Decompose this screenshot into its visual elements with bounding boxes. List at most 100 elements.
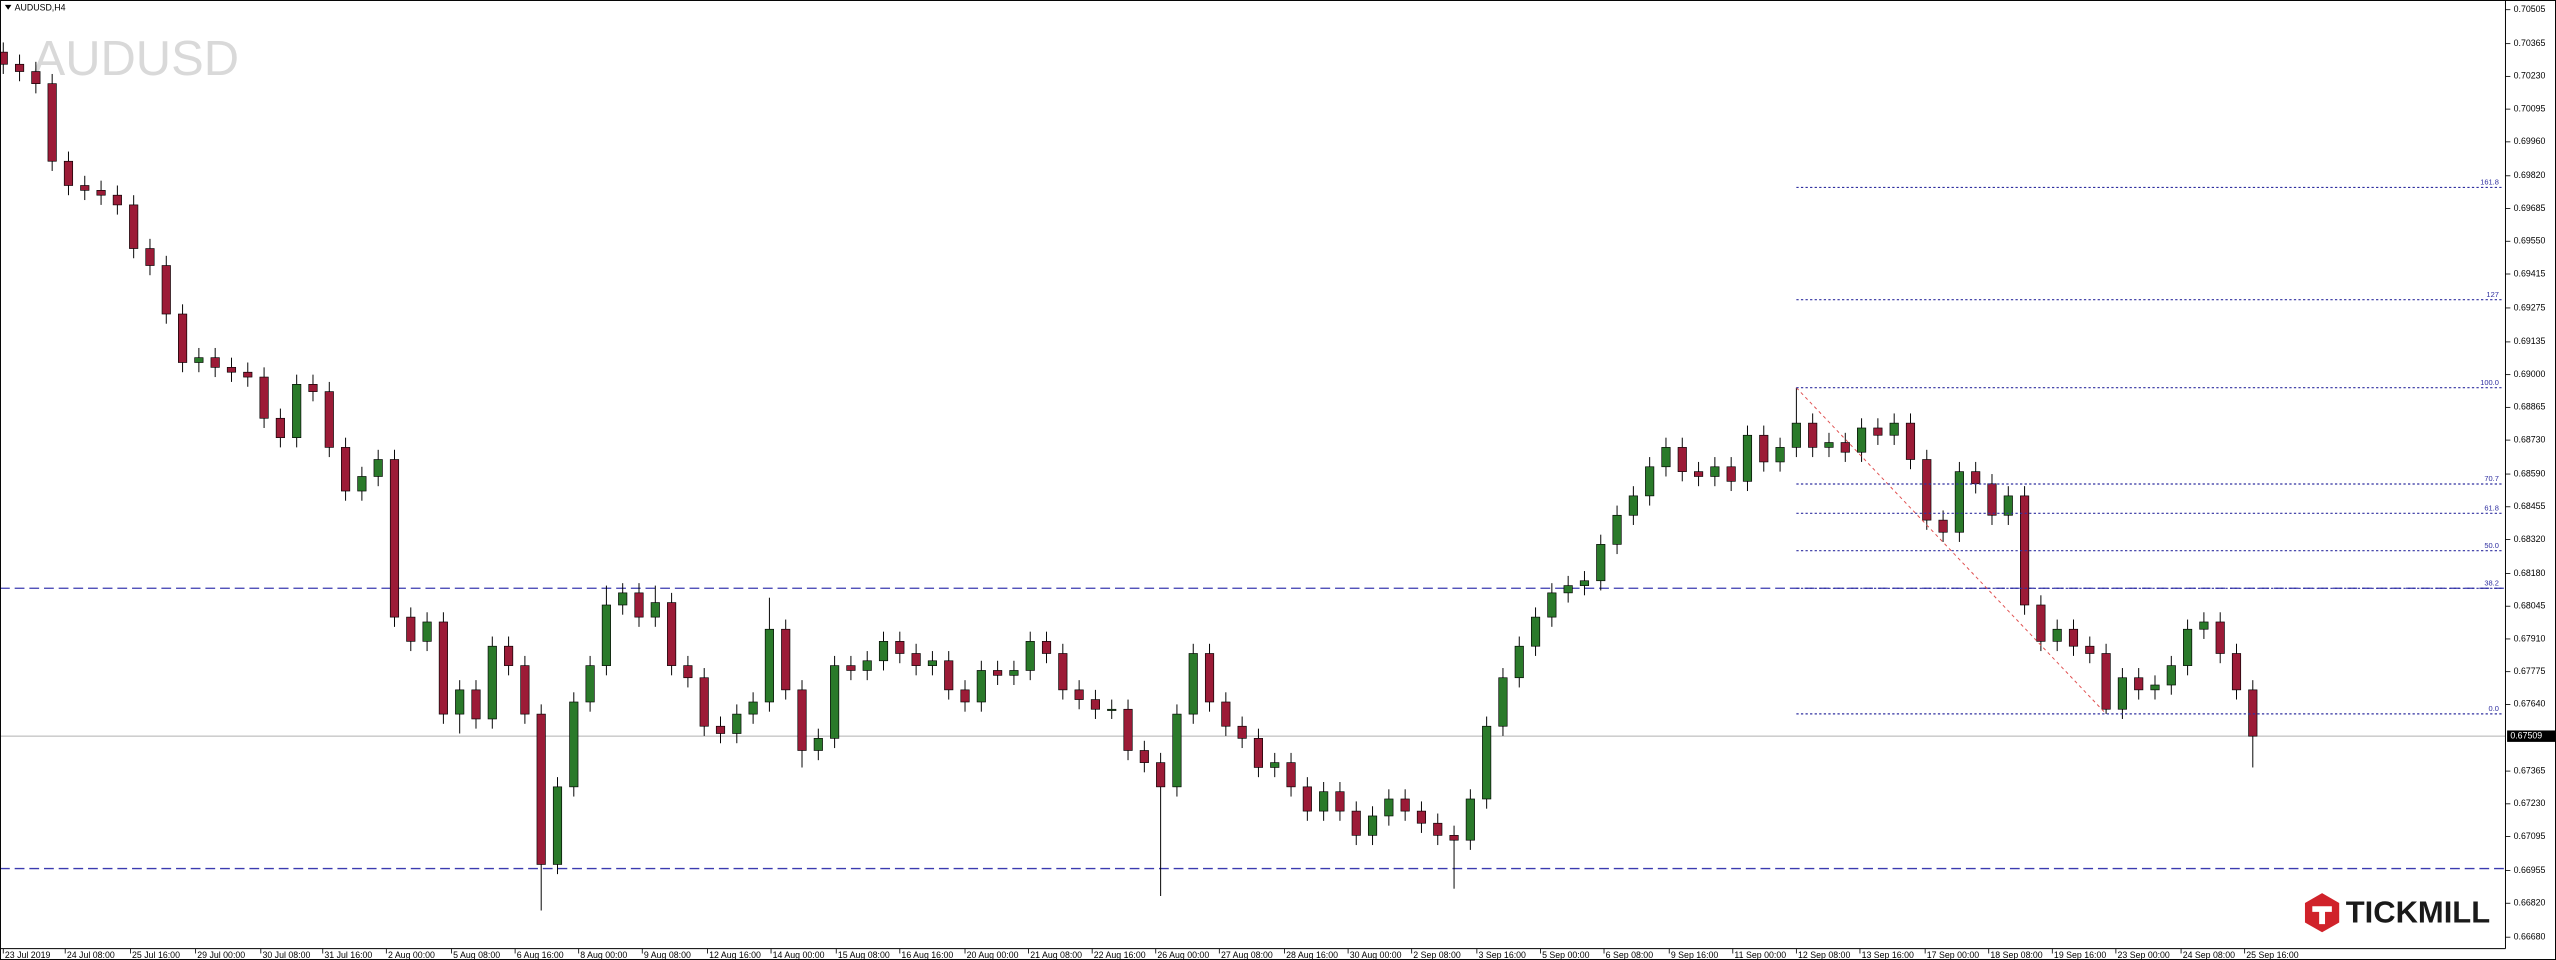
candle-body bbox=[634, 592, 644, 618]
candle-body bbox=[1563, 585, 1573, 594]
brand-name: TICKMILL bbox=[2346, 895, 2490, 930]
x-tick-label: 22 Aug 16:00 bbox=[1094, 950, 1146, 960]
x-tick-label: 25 Jul 16:00 bbox=[132, 950, 180, 960]
candle-body bbox=[650, 602, 660, 618]
y-tick-label: 0.67095 bbox=[2514, 831, 2546, 841]
candle-body bbox=[1253, 738, 1264, 768]
x-tick-label: 23 Sep 00:00 bbox=[2118, 950, 2170, 960]
candle-body bbox=[878, 641, 889, 662]
candle-body bbox=[1286, 762, 1296, 788]
candle-body bbox=[324, 391, 334, 448]
x-tick-label: 14 Aug 00:00 bbox=[773, 950, 825, 960]
y-tick-label: 0.68180 bbox=[2514, 568, 2546, 578]
x-tick-label: 9 Aug 08:00 bbox=[644, 950, 691, 960]
candle-body bbox=[1628, 495, 1638, 516]
candle-body bbox=[1498, 677, 1508, 727]
x-tick-label: 23 Jul 2019 bbox=[5, 950, 51, 960]
candle-body bbox=[357, 476, 367, 492]
candle-body bbox=[373, 459, 383, 477]
candle-body bbox=[243, 371, 253, 378]
fibo-trendline bbox=[1796, 387, 2107, 715]
y-tick-label: 0.68045 bbox=[2514, 601, 2546, 611]
candle-body bbox=[862, 660, 872, 671]
candle-body bbox=[292, 384, 302, 439]
y-tick-label: 0.66680 bbox=[2514, 932, 2546, 942]
candle-body bbox=[1188, 653, 1198, 715]
candle-body bbox=[1530, 616, 1541, 647]
candle-body bbox=[63, 160, 74, 186]
candle-body bbox=[1416, 810, 1427, 824]
y-tick-label: 0.70095 bbox=[2514, 103, 2546, 113]
x-tick-label: 27 Aug 08:00 bbox=[1221, 950, 1273, 960]
candle-body bbox=[1221, 701, 1231, 727]
candle-body bbox=[846, 665, 856, 671]
x-tick-label: 26 Aug 00:00 bbox=[1157, 950, 1209, 960]
candle-body bbox=[1123, 708, 1133, 751]
fibo-level-label: 0.0 bbox=[2489, 704, 2499, 713]
candle-body bbox=[1645, 466, 1655, 497]
candle-body bbox=[601, 604, 611, 666]
candle-body bbox=[1172, 713, 1182, 788]
y-tick-label: 0.70505 bbox=[2514, 4, 2546, 14]
y-tick-label: 0.69820 bbox=[2514, 170, 2546, 180]
candle-body bbox=[1661, 447, 1671, 468]
candle-body bbox=[1889, 422, 1899, 436]
candle-body bbox=[1433, 822, 1443, 836]
y-tick-label: 0.68320 bbox=[2514, 534, 2546, 544]
symbol-menu-arrow[interactable] bbox=[4, 4, 12, 10]
candle-body bbox=[504, 645, 514, 666]
x-tick-label: 5 Aug 08:00 bbox=[453, 950, 500, 960]
x-tick-label: 24 Sep 08:00 bbox=[2183, 950, 2235, 960]
candle-body bbox=[2036, 604, 2046, 642]
candle-body bbox=[1514, 645, 1524, 679]
y-tick-label: 0.69550 bbox=[2514, 236, 2546, 246]
candle-body bbox=[911, 653, 921, 666]
candle-body bbox=[944, 660, 954, 691]
candle-body bbox=[422, 621, 432, 642]
candle-body bbox=[618, 592, 628, 606]
candle-body bbox=[471, 689, 481, 720]
candle-body bbox=[1596, 544, 1606, 582]
candle-body bbox=[585, 665, 595, 703]
x-tick-label: 20 Aug 00:00 bbox=[967, 950, 1019, 960]
candle-body bbox=[2117, 677, 2127, 710]
candle-body bbox=[748, 701, 758, 715]
candle-body bbox=[1677, 447, 1687, 472]
x-tick-label: 21 Aug 08:00 bbox=[1030, 950, 1082, 960]
fibo-level-label: 127 bbox=[2486, 290, 2499, 299]
y-tick-label: 0.66955 bbox=[2514, 865, 2546, 875]
y-tick-label: 0.67640 bbox=[2514, 699, 2546, 709]
candle-body bbox=[830, 665, 840, 739]
candle-body bbox=[2166, 665, 2176, 686]
candle-body bbox=[47, 83, 57, 162]
x-tick-label: 9 Sep 16:00 bbox=[1671, 950, 1719, 960]
chart-title: AUDUSD,H4 bbox=[15, 2, 66, 12]
y-tick-label: 0.69960 bbox=[2514, 136, 2546, 146]
candle-body bbox=[194, 357, 204, 363]
x-tick-label: 6 Aug 16:00 bbox=[517, 950, 564, 960]
candle-body bbox=[1465, 798, 1475, 841]
candle-body bbox=[1726, 466, 1736, 482]
y-tick-label: 0.67910 bbox=[2514, 633, 2546, 643]
y-tick-label: 0.67230 bbox=[2514, 798, 2546, 808]
candle-body bbox=[1107, 708, 1117, 711]
candle-body bbox=[976, 670, 986, 703]
candle-body bbox=[455, 689, 465, 715]
candle-body bbox=[1857, 427, 1867, 453]
candle-body bbox=[1302, 786, 1312, 812]
plot-area: 161.8 127 100.0 70.7 61.8 50.0 38.2 0.0 bbox=[0, 42, 2506, 911]
fibo-level-label: 50.0 bbox=[2484, 541, 2499, 550]
candle-body bbox=[1074, 689, 1084, 700]
candle-body bbox=[226, 367, 237, 373]
brand-logo: TICKMILL bbox=[2304, 893, 2490, 933]
candle-body bbox=[927, 660, 937, 666]
candle-body bbox=[1319, 791, 1329, 812]
x-tick-label: 2 Aug 00:00 bbox=[388, 950, 435, 960]
x-tick-label: 8 Aug 00:00 bbox=[580, 950, 627, 960]
x-tick-label: 6 Sep 08:00 bbox=[1606, 950, 1654, 960]
candle-body bbox=[536, 713, 546, 865]
candle-body bbox=[683, 665, 693, 679]
candle-body bbox=[145, 248, 155, 266]
